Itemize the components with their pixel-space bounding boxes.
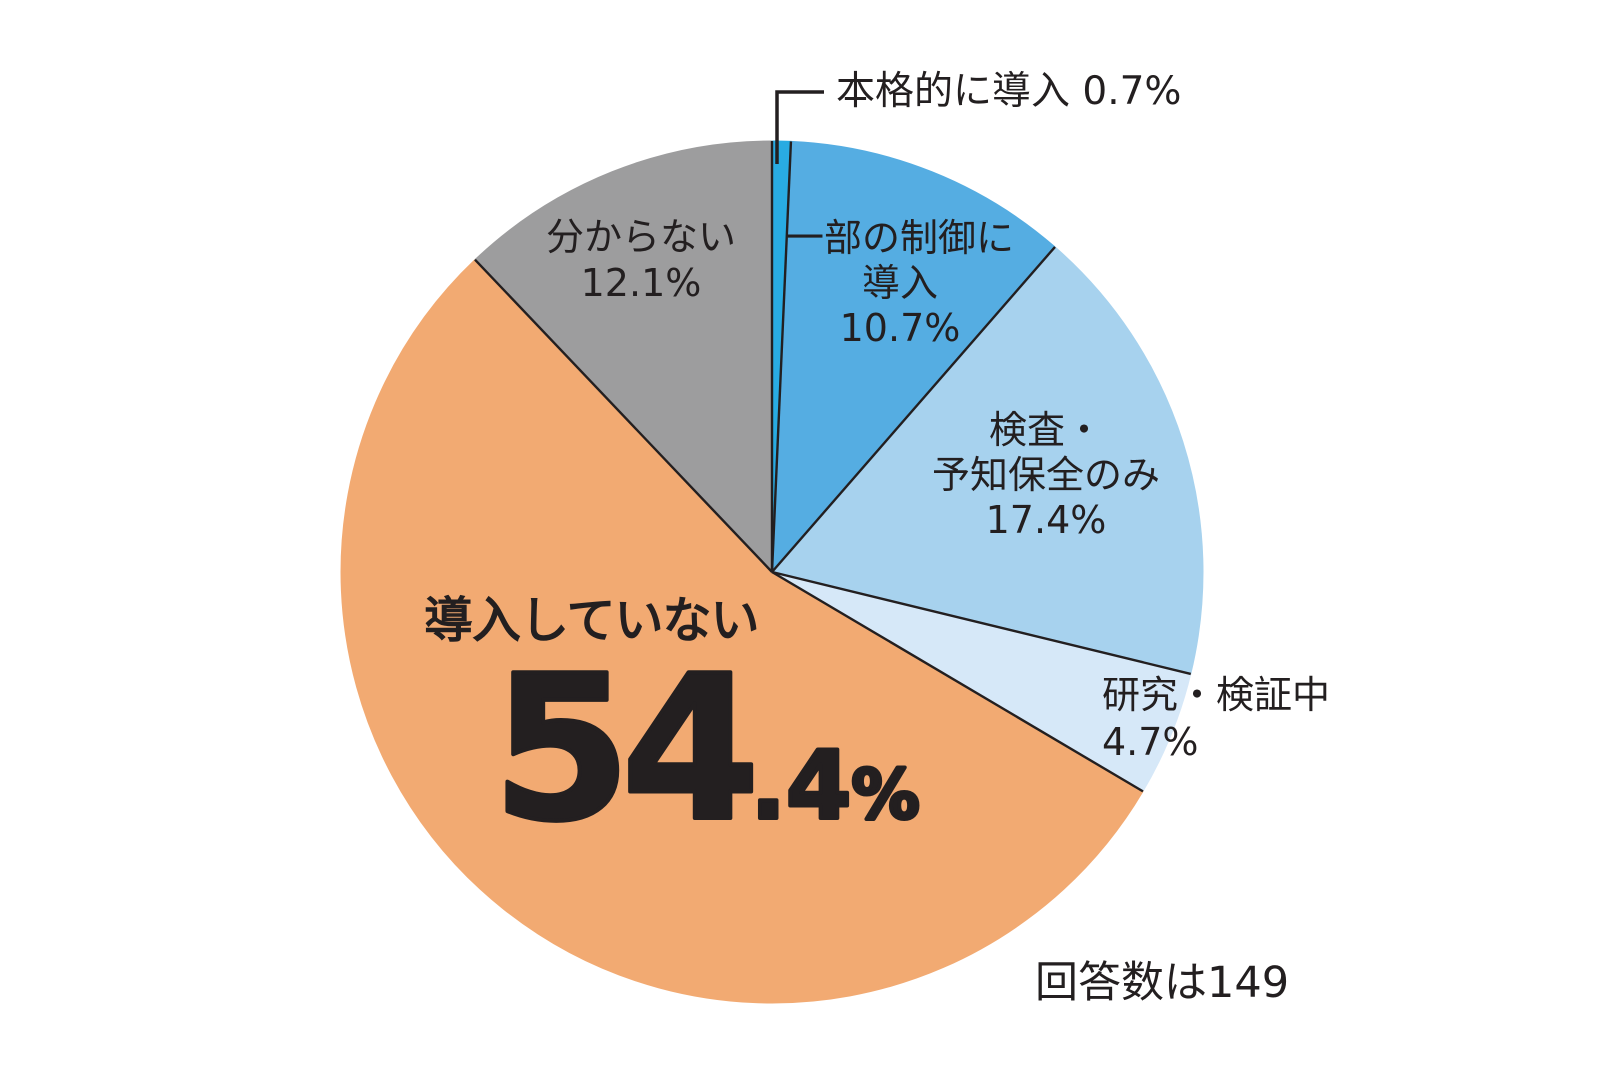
respondents-note: 回答数は149 xyxy=(1035,958,1290,1008)
label-research-percentage: 4.7% xyxy=(1102,720,1199,764)
pie-slice-2 xyxy=(771,140,1056,574)
slice-divider xyxy=(771,570,1192,676)
slice-divider-lines xyxy=(474,141,1192,793)
pie-slice-5 xyxy=(340,258,1144,1004)
label-inspection-percentage: 17.4% xyxy=(985,498,1107,542)
callout-leader-line xyxy=(775,90,824,164)
slice-divider xyxy=(474,258,773,573)
label-partial-line1: 一部の制御に xyxy=(785,216,1015,260)
slice-divider xyxy=(771,246,1056,573)
none-percentage-sign: % xyxy=(851,756,919,835)
slice-divider xyxy=(771,570,1144,793)
pie-slice-3 xyxy=(771,246,1204,675)
label-research-verification: 研究・検証中 4.7% xyxy=(1102,672,1330,766)
label-partial-line2: 導入 xyxy=(861,261,939,305)
label-partial-percentage: 10.7% xyxy=(839,306,961,350)
label-unknown-text: 分からない xyxy=(545,215,737,259)
label-research-text: 研究・検証中 xyxy=(1102,673,1331,717)
label-inspection-maintenance: 検査・ 予知保全のみ 17.4% xyxy=(932,408,1160,543)
label-inspection-line2: 予知保全のみ xyxy=(931,453,1161,497)
label-full-implementation: 本格的に導入 0.7% xyxy=(836,69,1182,114)
none-percentage-decimal: .4 xyxy=(750,732,851,841)
pie-slices xyxy=(340,140,1204,1004)
label-not-implemented: 導入していない xyxy=(424,592,760,649)
slice-divider xyxy=(770,141,793,573)
label-unknown: 分からない 12.1% xyxy=(546,214,736,306)
label-partial-implementation: 一部の制御に 導入 10.7% xyxy=(786,216,1014,351)
label-unknown-percentage: 12.1% xyxy=(580,261,702,305)
none-percentage-integer: 54 xyxy=(492,633,751,866)
label-inspection-line1: 検査・ xyxy=(988,408,1104,452)
none-percentage-value: 54.4% xyxy=(492,633,920,866)
pie-slice-6 xyxy=(474,140,773,574)
